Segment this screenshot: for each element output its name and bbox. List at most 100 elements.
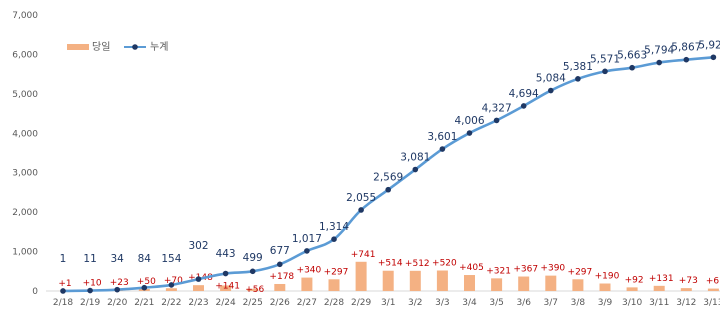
x-tick-label: 3/10 [622,298,642,308]
legend-swatch-daily [67,44,89,50]
daily-data-label: +73 [679,276,698,286]
cumulative-marker [629,64,635,71]
cumulative-data-label: 443 [216,248,236,260]
daily-data-label: +92 [625,275,644,285]
daily-bar [220,285,232,291]
x-tick-label: 3/3 [435,298,449,308]
cumulative-data-label: 3,601 [427,131,457,143]
daily-bar [680,288,692,291]
cumulative-marker [331,236,337,242]
x-tick-label: 3/9 [598,298,613,308]
x-tick-label: 3/8 [571,298,586,308]
x-tick-label: 3/5 [489,298,503,308]
x-tick-label: 2/21 [134,298,154,308]
cumulative-marker [602,68,608,75]
cumulative-data-label: 5,571 [590,53,620,65]
cumulative-data-label: 499 [243,252,263,264]
daily-data-label: +514 [378,259,403,269]
cumulative-marker [222,270,229,277]
x-tick-label: 2/18 [53,298,73,308]
daily-data-label: +61 [706,277,720,287]
daily-bar [165,288,177,291]
daily-data-label: +340 [297,266,322,276]
x-tick-label: 2/22 [161,298,181,308]
y-tick-label: 1,000 [12,248,38,258]
cumulative-marker [520,103,527,109]
cumulative-marker [249,268,256,275]
daily-bar [653,285,665,291]
x-tick-label: 2/26 [270,298,290,308]
cumulative-data-label: 5,663 [617,50,647,62]
cumulative-data-label: 4,694 [509,88,539,100]
daily-bar [355,261,367,291]
daily-bar [382,270,394,291]
daily-data-label: +297 [568,267,593,277]
x-tick-label: 3/7 [544,298,558,308]
cumulative-data-label: 2,569 [373,172,403,184]
y-axis: 0 1,000 2,000 3,000 4,000 5,000 6,000 7,000 [12,11,38,297]
cumulative-marker [358,207,364,213]
daily-data-label: +741 [351,250,376,260]
daily-data-label: +56 [245,285,264,295]
x-tick-label: 3/2 [408,298,422,308]
cumulative-data-label: 34 [111,253,125,265]
cumulative-data-label: 5,794 [644,45,674,57]
cumulative-marker [168,282,175,288]
bars [57,261,719,291]
cumulative-data-label: 5,867 [671,42,701,54]
daily-bar [436,270,448,291]
y-tick-label: 7,000 [12,11,38,21]
daily-data-label: +520 [432,258,457,268]
daily-bar [274,283,286,291]
cumulative-marker [114,286,120,293]
daily-data-label: +405 [459,263,484,273]
x-tick-label: 3/12 [676,298,696,308]
x-tick-label: 3/4 [462,298,477,308]
daily-bar [572,279,584,291]
cumulative-data-label: 1,017 [292,233,322,245]
cumulative-marker [656,59,662,66]
cumulative-data-label: 677 [270,245,290,257]
y-tick-label: 2,000 [12,208,38,218]
y-tick-label: 3,000 [12,169,38,179]
x-tick-label: 2/27 [297,298,317,308]
x-tick-label: 2/20 [107,298,127,308]
daily-data-label: +367 [513,265,538,275]
daily-data-label: +70 [164,276,183,286]
cumulative-data-label: 5,928 [698,39,720,51]
x-tick-label: 2/29 [351,298,371,308]
cumulative-data-label: 4,327 [482,102,512,114]
daily-bar [707,288,719,291]
legend-marker-cumulative [132,44,138,50]
x-tick-label: 2/24 [215,298,235,308]
x-tick-label: 3/1 [381,298,395,308]
cumulative-data-label: 154 [161,253,181,265]
x-tick-label: 3/13 [703,298,720,308]
cumulative-data-label: 4,006 [454,115,484,127]
cumulative-data-label: 2,055 [346,192,376,204]
cumulative-marker [439,146,446,152]
cumulative-marker [710,54,717,61]
daily-bar [599,283,611,291]
cumulative-marker [412,166,419,173]
daily-data-label: +1 [58,279,71,289]
daily-data-label: +190 [595,272,620,282]
daily-data-label: +23 [110,278,129,288]
x-tick-label: 2/23 [188,298,208,308]
daily-bar [491,278,503,291]
cumulative-marker [575,76,581,82]
x-tick-label: 2/25 [243,298,263,308]
daily-data-label: +50 [137,277,156,287]
legend-label-daily: 당일 [92,41,110,53]
legend: 당일 누계 [67,41,168,53]
y-tick-label: 6,000 [12,50,38,60]
daily-bar [193,285,204,291]
x-tick-label: 2/19 [80,298,100,308]
daily-data-label: +178 [269,272,294,282]
cumulative-data-label: 1 [60,253,67,265]
daily-data-label: +390 [540,264,565,274]
cumulative-marker [304,248,310,254]
cumulative-marker [141,284,148,291]
